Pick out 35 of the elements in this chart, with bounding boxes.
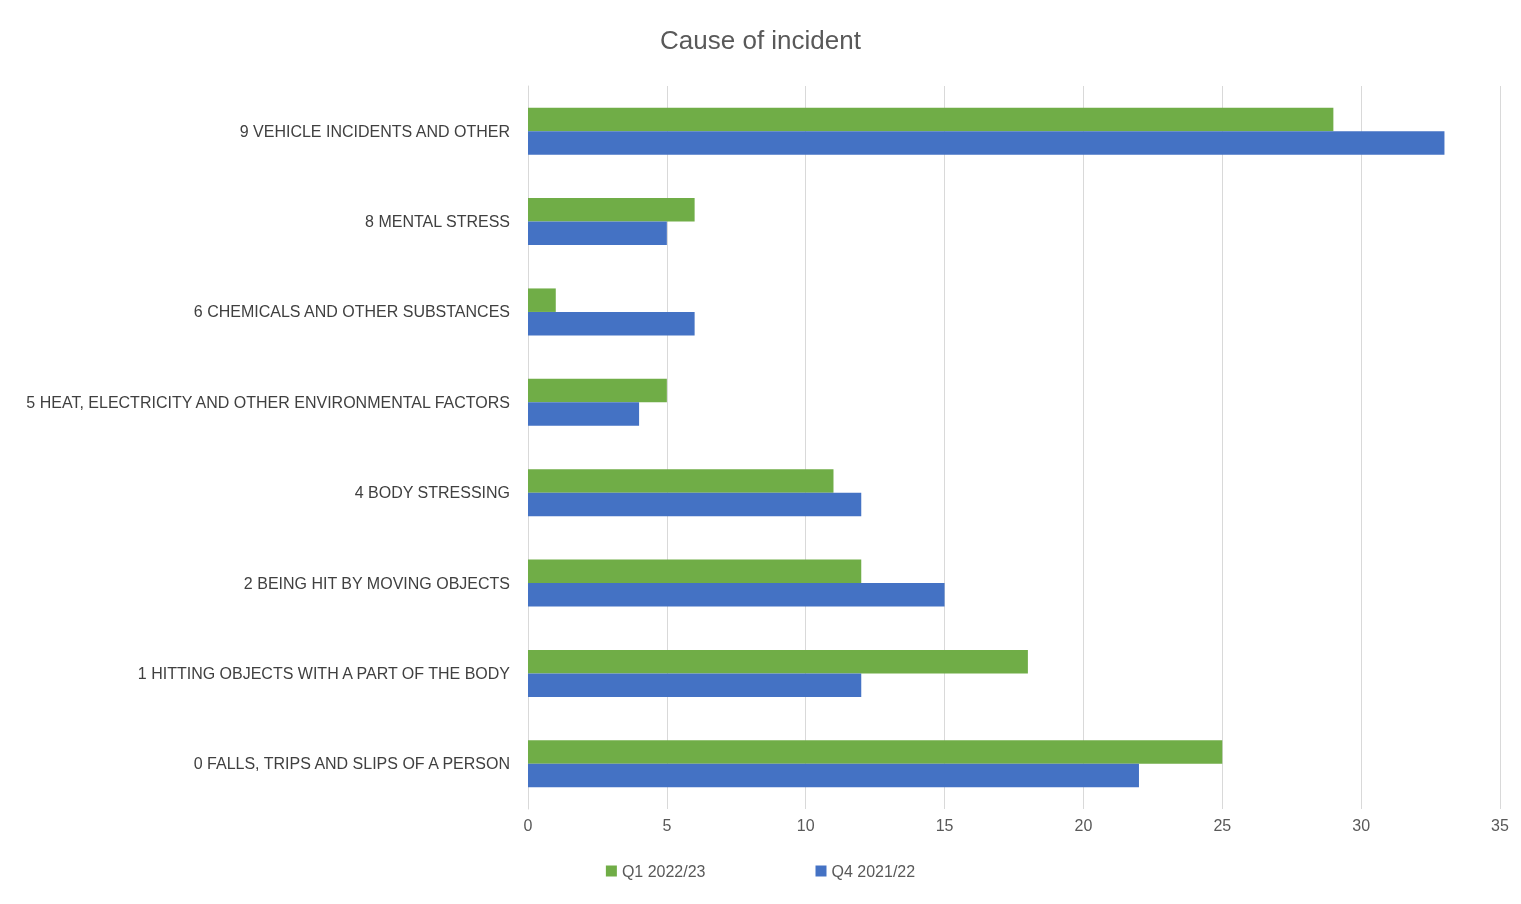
bar <box>528 221 667 246</box>
y-tick-label: 6 CHEMICALS AND OTHER SUBSTANCES <box>193 303 510 321</box>
y-tick-label: 8 MENTAL STRESS <box>365 213 510 231</box>
bar <box>528 492 862 517</box>
bar <box>528 198 695 222</box>
bar <box>528 311 695 336</box>
legend-label: Q4 2021/22 <box>831 862 916 880</box>
bar <box>528 559 862 584</box>
x-tick-label: 5 <box>662 816 672 834</box>
x-tick-label: 15 <box>935 816 954 834</box>
x-tick-label: 20 <box>1074 816 1093 834</box>
bar <box>528 288 556 312</box>
y-tick-label: 4 BODY STRESSING <box>354 484 510 502</box>
x-tick-label: 25 <box>1213 816 1232 834</box>
bar <box>528 763 1139 788</box>
bar <box>528 131 1445 155</box>
x-tick-label: 0 <box>523 816 533 834</box>
bar <box>528 107 1334 132</box>
y-tick-label: 0 FALLS, TRIPS AND SLIPS OF A PERSON <box>193 755 510 773</box>
y-tick-label: 9 VEHICLE INCIDENTS AND OTHER <box>239 122 510 140</box>
bar <box>528 469 834 493</box>
legend-label: Q1 2022/23 <box>621 862 706 880</box>
bar <box>528 649 1028 674</box>
x-tick-label: 10 <box>796 816 815 834</box>
y-tick-label: 2 BEING HIT BY MOVING OBJECTS <box>243 574 510 592</box>
y-tick-label: 1 HITTING OBJECTS WITH A PART OF THE BODY <box>137 664 511 682</box>
bar <box>528 378 667 403</box>
x-tick-label: 35 <box>1491 816 1509 834</box>
bar <box>528 673 862 697</box>
chart-title: Cause of incident <box>660 25 862 55</box>
x-tick-label: 30 <box>1352 816 1371 834</box>
bar <box>528 740 1223 764</box>
y-tick-label: 5 HEAT, ELECTRICITY AND OTHER ENVIRONMENTAL FACTORS <box>26 393 510 411</box>
bar <box>528 402 640 426</box>
bar <box>528 583 945 607</box>
